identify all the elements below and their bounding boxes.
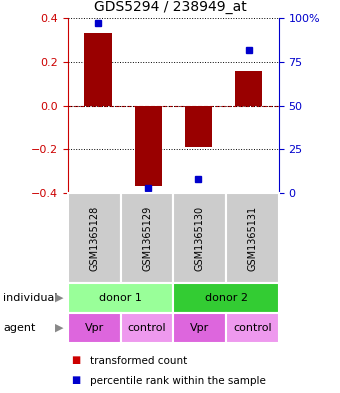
- Text: GDS5294 / 238949_at: GDS5294 / 238949_at: [94, 0, 246, 14]
- Bar: [226, 313, 279, 343]
- Text: agent: agent: [3, 323, 36, 333]
- Text: individual: individual: [3, 293, 58, 303]
- Bar: [68, 283, 173, 313]
- Bar: [68, 193, 121, 283]
- Bar: [185, 105, 212, 147]
- Text: donor 2: donor 2: [205, 293, 248, 303]
- Text: ▶: ▶: [55, 323, 64, 333]
- Text: control: control: [233, 323, 272, 333]
- Bar: [173, 283, 279, 313]
- Text: GSM1365128: GSM1365128: [89, 206, 99, 271]
- Bar: [235, 70, 262, 105]
- Text: percentile rank within the sample: percentile rank within the sample: [90, 375, 266, 386]
- Text: control: control: [128, 323, 166, 333]
- Bar: [135, 105, 162, 186]
- Bar: [173, 193, 226, 283]
- Text: ■: ■: [71, 356, 81, 365]
- Bar: [68, 313, 121, 343]
- Text: transformed count: transformed count: [90, 356, 187, 365]
- Text: ■: ■: [71, 375, 81, 386]
- Text: GSM1365131: GSM1365131: [248, 206, 257, 270]
- Bar: [121, 193, 173, 283]
- Bar: [121, 313, 173, 343]
- Text: GSM1365130: GSM1365130: [195, 206, 205, 270]
- Text: donor 1: donor 1: [99, 293, 142, 303]
- Bar: [226, 193, 279, 283]
- Text: ▶: ▶: [55, 293, 64, 303]
- Text: GSM1365129: GSM1365129: [142, 206, 152, 271]
- Text: Vpr: Vpr: [85, 323, 104, 333]
- Bar: [84, 33, 112, 105]
- Text: Vpr: Vpr: [190, 323, 209, 333]
- Bar: [173, 313, 226, 343]
